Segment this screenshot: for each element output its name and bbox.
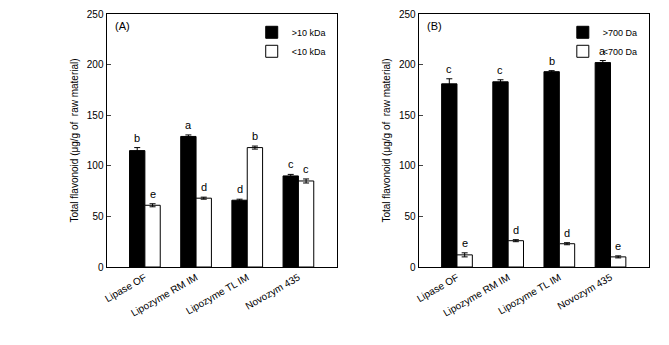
svg-text:50: 50 xyxy=(92,211,104,222)
svg-text:200: 200 xyxy=(87,59,104,70)
svg-text:c: c xyxy=(497,64,503,76)
svg-text:>10 kDa: >10 kDa xyxy=(292,28,326,38)
svg-text:Lipozyme TL IM: Lipozyme TL IM xyxy=(184,272,251,317)
svg-text:a: a xyxy=(599,45,606,57)
svg-text:Lipase OF: Lipase OF xyxy=(415,272,460,305)
svg-text:b: b xyxy=(549,55,555,67)
svg-text:0: 0 xyxy=(410,262,416,273)
svg-text:150: 150 xyxy=(399,110,416,121)
svg-text:250: 250 xyxy=(87,9,104,20)
svg-text:<10 kDa: <10 kDa xyxy=(292,47,326,57)
svg-text:e: e xyxy=(150,188,156,200)
svg-text:Lipase OF: Lipase OF xyxy=(103,272,148,305)
svg-text:d: d xyxy=(564,227,570,239)
svg-text:50: 50 xyxy=(404,211,416,222)
svg-text:Lipozyme RM IM: Lipozyme RM IM xyxy=(441,272,511,319)
svg-text:b: b xyxy=(134,132,140,144)
svg-text:250: 250 xyxy=(399,9,416,20)
svg-text:Novozym 435: Novozym 435 xyxy=(243,271,302,311)
svg-text:Novozym 435: Novozym 435 xyxy=(556,271,615,311)
svg-text:c: c xyxy=(303,163,309,175)
svg-text:Lipozyme RM IM: Lipozyme RM IM xyxy=(129,272,199,319)
svg-text:d: d xyxy=(201,181,207,193)
svg-text:b: b xyxy=(252,130,258,142)
svg-text:Total flavonoid (μg/g of raw: Total flavonoid (μg/g of raw material) xyxy=(381,58,392,222)
svg-text:e: e xyxy=(462,237,468,249)
svg-text:d: d xyxy=(237,183,243,195)
svg-text:(A): (A) xyxy=(115,20,130,32)
svg-text:200: 200 xyxy=(399,59,416,70)
svg-text:100: 100 xyxy=(399,160,416,171)
svg-text:d: d xyxy=(513,224,519,236)
svg-text:(B): (B) xyxy=(427,20,442,32)
svg-text:Lipozyme TL IM: Lipozyme TL IM xyxy=(496,272,563,317)
svg-text:c: c xyxy=(288,158,294,170)
svg-text:>700 Da: >700 Da xyxy=(603,28,637,38)
svg-text:100: 100 xyxy=(87,160,104,171)
svg-text:Total flavonoid (μg/g of raw: Total flavonoid (μg/g of raw material) xyxy=(69,58,80,222)
svg-text:a: a xyxy=(185,119,192,131)
svg-text:e: e xyxy=(615,240,621,252)
svg-text:0: 0 xyxy=(98,262,104,273)
svg-text:<700 Da: <700 Da xyxy=(603,47,637,57)
svg-text:c: c xyxy=(446,63,452,75)
svg-text:150: 150 xyxy=(87,110,104,121)
